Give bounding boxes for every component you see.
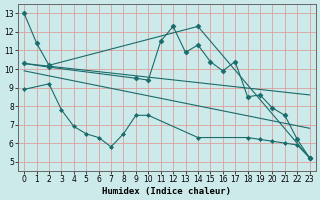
- X-axis label: Humidex (Indice chaleur): Humidex (Indice chaleur): [102, 187, 231, 196]
